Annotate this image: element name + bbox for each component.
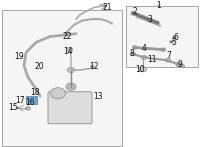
- Circle shape: [139, 67, 147, 72]
- Text: 12: 12: [89, 62, 99, 71]
- Text: 19: 19: [14, 52, 24, 61]
- Text: 9: 9: [178, 60, 182, 69]
- Circle shape: [176, 62, 181, 66]
- Circle shape: [173, 36, 176, 38]
- Circle shape: [165, 58, 171, 62]
- Text: 13: 13: [93, 92, 103, 101]
- Circle shape: [161, 48, 165, 51]
- Text: 6: 6: [174, 33, 178, 42]
- Text: 16: 16: [25, 98, 35, 107]
- Text: 7: 7: [167, 51, 171, 60]
- Circle shape: [141, 56, 147, 59]
- Text: 8: 8: [130, 50, 134, 59]
- Text: 15: 15: [8, 103, 18, 112]
- Circle shape: [171, 41, 174, 43]
- Circle shape: [130, 52, 136, 56]
- Text: 17: 17: [15, 96, 25, 105]
- Bar: [2, 10, 122, 146]
- Text: 18: 18: [30, 88, 40, 97]
- Text: 1: 1: [157, 1, 161, 10]
- Circle shape: [133, 46, 137, 49]
- Text: 21: 21: [102, 3, 112, 12]
- Text: 11: 11: [147, 55, 157, 64]
- Circle shape: [180, 65, 184, 67]
- Text: 20: 20: [34, 62, 44, 71]
- Text: 14: 14: [63, 47, 73, 56]
- Text: 2: 2: [132, 7, 137, 16]
- Circle shape: [66, 83, 76, 90]
- Text: 22: 22: [62, 32, 72, 41]
- Circle shape: [67, 47, 73, 52]
- FancyBboxPatch shape: [48, 92, 92, 124]
- Text: 10: 10: [135, 65, 145, 75]
- Circle shape: [50, 88, 66, 99]
- Bar: [26, 96, 37, 104]
- Bar: [126, 6, 198, 67]
- Circle shape: [26, 107, 30, 110]
- Text: 5: 5: [172, 38, 176, 47]
- Text: 4: 4: [142, 44, 146, 53]
- Circle shape: [67, 67, 75, 73]
- Circle shape: [176, 63, 182, 67]
- Text: 3: 3: [148, 15, 152, 24]
